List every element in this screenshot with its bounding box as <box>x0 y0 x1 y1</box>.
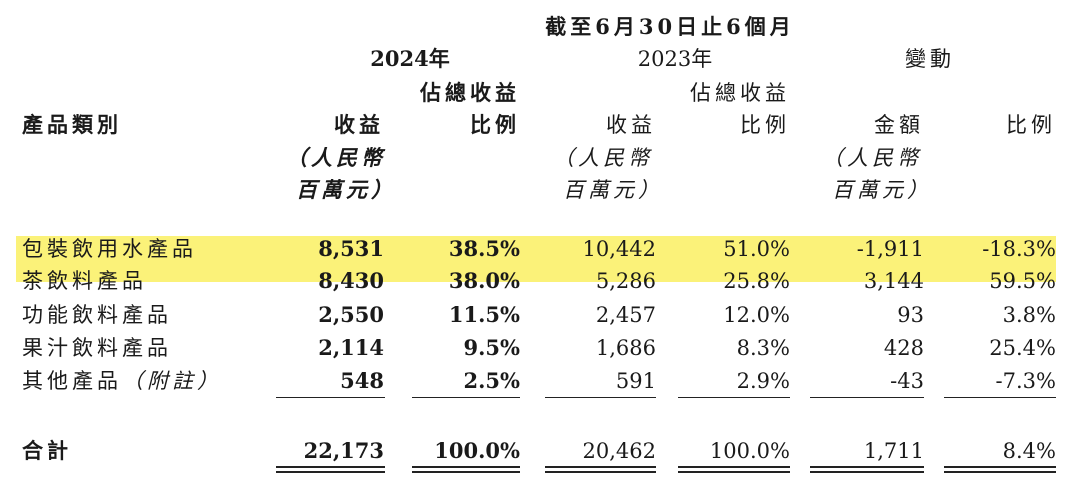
change-amount-cell: 3,144 <box>863 269 924 293</box>
pct-2024-cell: 38.0% <box>448 268 520 293</box>
total-double-rule <box>810 466 924 468</box>
pct-2023-cell: 2.9% <box>736 369 790 393</box>
subtotal-rule <box>412 397 520 398</box>
total-double-rule <box>276 466 385 468</box>
change-pct-cell: 3.8% <box>1002 303 1056 327</box>
total-double-rule <box>944 471 1056 473</box>
unit-2023-line2: 百萬元） <box>563 178 663 202</box>
pct-2024-cell: 2.5% <box>463 368 521 393</box>
ratio-header-change: 比例 <box>1006 113 1056 137</box>
category-cell: 果汁飲料產品 <box>22 336 172 360</box>
pct-revenue-header-2023: 佔總收益 <box>690 81 790 105</box>
change-amount-cell: 428 <box>883 336 924 360</box>
total-double-rule <box>276 471 385 473</box>
revenue-header-2023: 收益 <box>606 113 656 137</box>
revenue-2024-cell: 8,531 <box>318 236 384 261</box>
change-pct-cell: 25.4% <box>989 336 1056 360</box>
change-header: 變動 <box>905 47 955 71</box>
year-2023-header: 2023年 <box>637 47 713 71</box>
subtotal-rule <box>276 397 385 398</box>
total-double-rule <box>412 466 520 468</box>
subtotal-rule <box>810 397 924 398</box>
pct-2023-cell: 51.0% <box>723 237 790 261</box>
revenue-2024-cell: 2,114 <box>318 335 384 360</box>
total-change-amount: 1,711 <box>863 439 924 463</box>
revenue-2024-cell: 548 <box>340 368 384 393</box>
revenue-2024-cell: 2,550 <box>318 302 384 327</box>
total-double-rule <box>545 471 656 473</box>
change-amount-cell: -43 <box>890 369 924 393</box>
change-pct-cell: -18.3% <box>982 237 1056 261</box>
subtotal-rule <box>678 397 790 398</box>
change-pct-cell: 59.5% <box>989 269 1056 293</box>
revenue-2023-cell: 591 <box>615 369 656 393</box>
year-2024-header: 2024年 <box>370 46 450 71</box>
total-pct-2024: 100.0% <box>434 438 520 463</box>
revenue-2023-cell: 1,686 <box>595 336 656 360</box>
revenue-header-2024: 收益 <box>334 112 384 137</box>
subtotal-rule <box>545 397 656 398</box>
total-double-rule <box>545 466 656 468</box>
unit-2024-line1: （人民幣 <box>286 145 386 170</box>
pct-revenue-header-2024: 佔總收益 <box>420 80 520 105</box>
unit-change-line1: （人民幣 <box>822 146 922 170</box>
total-revenue-2023: 20,462 <box>582 439 656 463</box>
amount-header: 金額 <box>874 113 924 137</box>
revenue-2023-cell: 5,286 <box>595 269 656 293</box>
pct-2024-cell: 9.5% <box>463 335 521 360</box>
category-cell: 包裝飲用水產品 <box>22 237 197 261</box>
revenue-2023-cell: 2,457 <box>595 303 656 327</box>
unit-change-line2: 百萬元） <box>832 178 932 202</box>
pct-2023-cell: 12.0% <box>723 303 790 327</box>
revenue-2023-cell: 10,442 <box>582 237 656 261</box>
period-header: 截至6月30日止6個月 <box>545 14 795 39</box>
pct-2023-cell: 8.3% <box>736 336 790 360</box>
unit-2023-line1: （人民幣 <box>553 146 653 170</box>
ratio-header-2024: 比例 <box>470 112 520 137</box>
total-revenue-2024: 22,173 <box>303 438 384 463</box>
category-cell: 功能飲料產品 <box>22 303 172 327</box>
pct-2024-cell: 11.5% <box>448 302 520 327</box>
total-double-rule <box>944 466 1056 468</box>
change-pct-cell: -7.3% <box>995 369 1056 393</box>
category-cell: 其他產品（附註） <box>22 368 222 394</box>
total-pct-2023: 100.0% <box>709 439 790 463</box>
total-double-rule <box>412 471 520 473</box>
ratio-header-2023: 比例 <box>740 113 790 137</box>
total-double-rule <box>810 471 924 473</box>
category-label: 其他產品 <box>22 369 122 393</box>
total-change-pct: 8.4% <box>1002 439 1056 463</box>
pct-2023-cell: 25.8% <box>723 269 790 293</box>
total-double-rule <box>678 466 790 468</box>
row-highlight <box>16 236 1056 282</box>
change-amount-cell: -1,911 <box>856 237 924 261</box>
unit-2024-line2: 百萬元） <box>296 177 396 202</box>
total-double-rule <box>678 471 790 473</box>
revenue-2024-cell: 8,430 <box>318 268 384 293</box>
category-cell: 茶飲料產品 <box>22 269 147 293</box>
category-note: （附註） <box>122 369 222 393</box>
subtotal-rule <box>944 397 1056 398</box>
total-label: 合計 <box>22 438 72 463</box>
pct-2024-cell: 38.5% <box>448 236 520 261</box>
category-header: 產品類別 <box>22 112 122 137</box>
change-amount-cell: 93 <box>897 303 924 327</box>
